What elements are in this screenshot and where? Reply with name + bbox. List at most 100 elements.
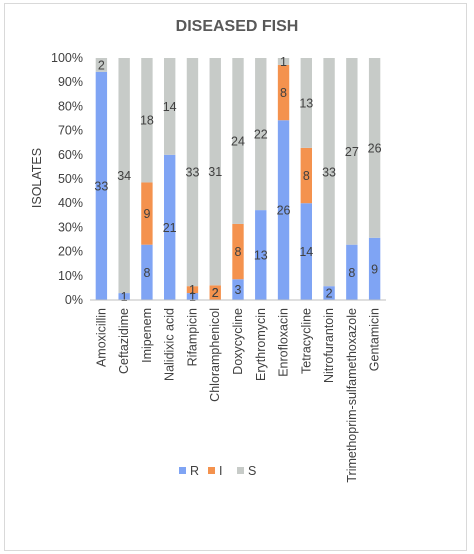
x-tick-label: Nalidixic acid — [163, 308, 177, 381]
data-label: 33 — [186, 166, 200, 180]
x-tick-label: Trimethoprim-sulfamethoxazole — [345, 308, 359, 483]
y-tick-label: 40% — [58, 196, 83, 210]
bars — [95, 58, 381, 300]
bar-segment-r — [368, 237, 381, 300]
bar-segment-s — [164, 58, 176, 155]
data-label: 2 — [326, 287, 333, 301]
bar-segment-s — [232, 58, 244, 224]
bar-segment-r — [346, 244, 358, 300]
x-tick-label: Erythromycin — [254, 308, 268, 381]
data-label: 13 — [299, 96, 313, 110]
bar-segment-s — [141, 58, 153, 183]
bar-segment-i — [300, 147, 312, 204]
x-tick-label: Imipenem — [140, 308, 154, 363]
bar-segment-i — [186, 286, 199, 294]
bar-segment-i — [232, 223, 244, 280]
legend-label-i: I — [219, 464, 222, 478]
data-label: 18 — [140, 114, 154, 128]
data-label: 22 — [254, 128, 268, 142]
legend-swatch-i — [208, 467, 215, 474]
data-label: 33 — [322, 166, 336, 180]
data-label: 33 — [94, 179, 108, 193]
y-tick-label: 0% — [65, 293, 83, 307]
bar-segment-i — [209, 285, 221, 300]
x-axis: Amoxicillin Ceftazidime Imipenem Nalidixic … — [94, 308, 381, 483]
y-axis: 0% 10% 20% 30% 40% 50% 60% 70% 80% 90% 100% — [51, 51, 83, 307]
data-label: 24 — [231, 134, 245, 148]
data-label: 26 — [368, 141, 382, 155]
x-tick-label: Doxycycline — [231, 308, 245, 375]
bar-segment-r — [255, 210, 267, 300]
bar-segment-i — [141, 182, 153, 245]
data-label: 8 — [143, 266, 150, 280]
data-label: 27 — [345, 145, 359, 159]
data-label: 8 — [348, 266, 355, 280]
x-tick-label: Tetracycline — [299, 308, 313, 374]
bar-segment-s — [95, 58, 108, 72]
bar-segment-r — [277, 120, 290, 300]
y-tick-label: 50% — [58, 172, 83, 186]
bar-segment-r — [118, 293, 130, 300]
data-label: 14 — [299, 245, 313, 259]
data-label: 8 — [303, 169, 310, 183]
data-label: 14 — [163, 100, 177, 114]
x-tick-label: Rifampicin — [185, 308, 199, 366]
bar-segment-s — [209, 58, 221, 286]
bar-segment-s — [346, 58, 358, 245]
chart-frame — [4, 3, 467, 551]
bar-segment-r — [300, 203, 312, 300]
y-tick-label: 30% — [58, 220, 83, 234]
bar-segment-r — [164, 154, 176, 300]
data-label: 3 — [235, 283, 242, 297]
y-tick-label: 90% — [58, 75, 83, 89]
data-label: 2 — [212, 286, 219, 300]
bar-segment-s — [277, 58, 290, 65]
y-tick-label: 60% — [58, 148, 83, 162]
x-tick-label: Nitrofurantoin — [322, 308, 336, 383]
bar-segment-s — [323, 58, 335, 287]
bar-segment-s — [255, 58, 267, 211]
legend-label-r: R — [190, 464, 199, 478]
legend-swatch-s — [237, 467, 244, 474]
data-label: 8 — [235, 245, 242, 259]
y-tick-label: 70% — [58, 124, 83, 138]
bar-segment-r — [323, 286, 335, 300]
y-tick-label: 100% — [51, 51, 83, 65]
y-axis-title: ISOLATES — [30, 148, 44, 208]
data-label: 9 — [371, 262, 378, 276]
bar-segment-s — [118, 58, 130, 294]
data-label: 9 — [143, 207, 150, 221]
x-tick-label: Chloramphenicol — [208, 308, 222, 402]
bar-segment-r — [232, 279, 244, 300]
x-tick-label: Ceftazidime — [117, 308, 131, 374]
legend-swatch-r — [179, 467, 186, 474]
bar-segment-r — [186, 293, 199, 300]
data-label: 1 — [121, 290, 128, 304]
data-label: 2 — [212, 286, 219, 300]
data-label: 13 — [254, 249, 268, 263]
data-label: 1 — [280, 55, 287, 69]
bar-segment-r — [95, 71, 108, 300]
data-label: 21 — [163, 221, 177, 235]
data-label: 31 — [208, 165, 222, 179]
data-label: 1 — [189, 290, 196, 304]
x-tick-label: Gentamicin — [368, 308, 382, 371]
y-tick-label: 10% — [58, 269, 83, 283]
data-label: 34 — [117, 169, 131, 183]
y-tick-label: 80% — [58, 99, 83, 113]
y-tick-label: 20% — [58, 245, 83, 259]
bar-segment-i — [277, 64, 290, 121]
x-tick-label: Amoxicillin — [94, 308, 108, 367]
data-label: 1 — [189, 283, 196, 297]
bar-segment-s — [300, 58, 312, 148]
data-label: 26 — [277, 204, 291, 218]
legend-label-s: S — [248, 464, 256, 478]
chart-title: DISEASED FISH — [176, 18, 299, 35]
x-tick-label: Enrofloxacin — [277, 308, 291, 377]
bar-segment-r — [141, 244, 153, 300]
bar-segment-s — [368, 58, 381, 238]
data-label: 8 — [280, 86, 287, 100]
